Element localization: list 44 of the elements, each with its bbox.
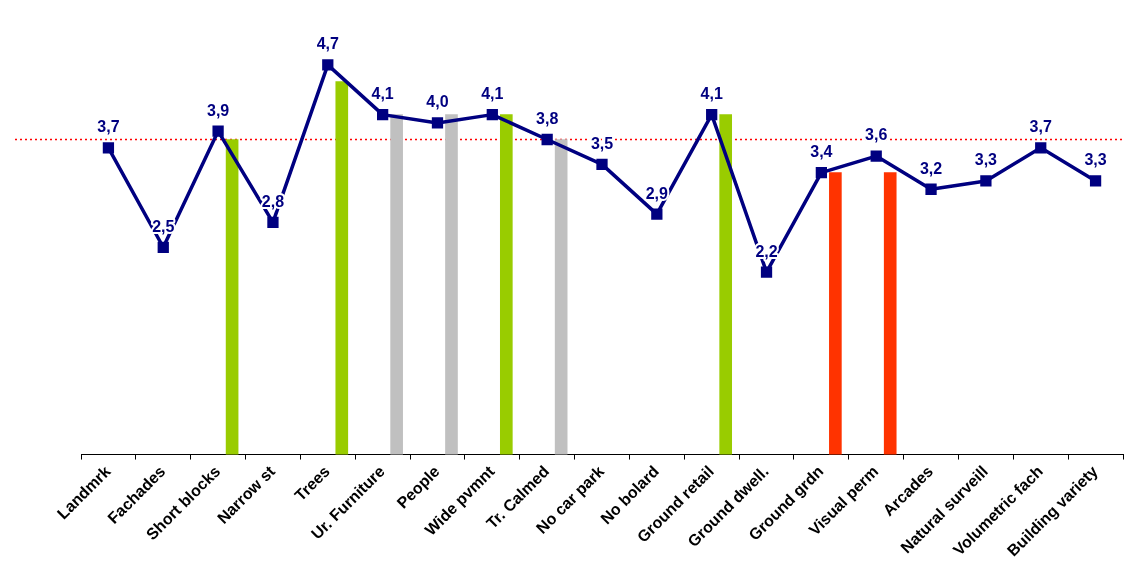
- data-label: 4,1: [700, 85, 723, 103]
- point: [815, 167, 828, 179]
- point: [870, 150, 882, 162]
- data-label: 4,1: [481, 85, 504, 103]
- data-label: 3,3: [974, 151, 998, 169]
- point: [102, 142, 115, 154]
- point: [212, 125, 224, 137]
- point: [925, 183, 937, 195]
- data-label: 4,1: [371, 85, 394, 103]
- data-label: 3,8: [536, 109, 559, 127]
- data-label: 2,9: [645, 184, 669, 202]
- bar: [335, 81, 349, 455]
- bar: [445, 114, 458, 455]
- data-label: 3,6: [865, 126, 888, 144]
- data-label: 3,7: [97, 118, 120, 136]
- point: [1035, 142, 1047, 154]
- point: [267, 216, 279, 229]
- bar: [225, 139, 239, 455]
- point: [760, 266, 773, 278]
- bar: [719, 114, 733, 455]
- point: [596, 158, 608, 171]
- point: [431, 117, 444, 129]
- data-label: 4,0: [426, 93, 449, 111]
- point: [157, 241, 169, 253]
- data-label: 4,7: [316, 35, 340, 53]
- bar: [883, 172, 897, 455]
- bar: [499, 114, 513, 455]
- data-label: 3,5: [590, 134, 614, 152]
- data-label: 3,4: [810, 143, 833, 161]
- bar: [390, 114, 403, 455]
- point: [1089, 175, 1102, 187]
- point: [651, 208, 663, 220]
- point: [486, 108, 498, 121]
- bar: [829, 172, 842, 455]
- point: [541, 133, 553, 146]
- point: [706, 108, 718, 121]
- data-label: 3,7: [1029, 118, 1052, 136]
- data-label: 3,3: [1084, 151, 1107, 169]
- data-label: 3,2: [919, 159, 943, 177]
- data-label: 3,9: [206, 101, 230, 119]
- bar: [554, 139, 568, 455]
- point: [980, 175, 992, 187]
- point: [322, 59, 334, 71]
- point: [376, 108, 389, 121]
